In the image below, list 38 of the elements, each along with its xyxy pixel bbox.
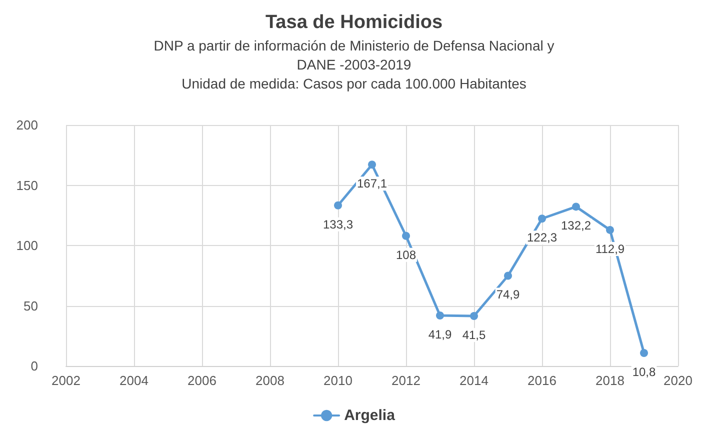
- point: [402, 232, 410, 240]
- y-tick-label: 50: [24, 298, 38, 314]
- x-tick-label: 2012: [392, 373, 420, 388]
- chart-title: Tasa de Homicidios: [265, 12, 443, 33]
- data-label: 108: [396, 248, 416, 262]
- x-tick-label: 2020: [664, 373, 692, 388]
- chart-subtitle: DNP a partir de información de Ministerio de Defensa Nacional y DANE -2003-2019 Unidad de medida: Casos por cada 100.000 Habitantes: [154, 38, 554, 92]
- x-tick-label: 2008: [256, 373, 284, 388]
- point: [606, 226, 614, 234]
- data-label: 132,2: [560, 218, 592, 233]
- y-tick-label: 150: [16, 178, 38, 193]
- data-label: 41,9: [428, 328, 452, 342]
- x-tick-label: 2010: [324, 373, 352, 388]
- x-tick-label: 2002: [52, 373, 80, 388]
- x-tick-label: 2006: [188, 373, 216, 388]
- point: [504, 272, 512, 280]
- x-tick-label: 2016: [528, 373, 556, 388]
- point: [640, 348, 648, 357]
- point: [334, 201, 342, 210]
- x-tick-label: 2018: [596, 373, 624, 388]
- data-label: 41,5: [462, 328, 486, 342]
- data-label: 122,3: [526, 230, 558, 245]
- point: [436, 312, 444, 320]
- data-label: 74,9: [496, 288, 520, 302]
- point: [368, 160, 376, 169]
- x-tick-label: 2014: [460, 373, 488, 388]
- y-tick-label: 100: [16, 238, 38, 253]
- x-tick-label: 2004: [120, 373, 148, 388]
- legend-label: Argelia: [344, 407, 396, 424]
- y-tick-label: 200: [16, 118, 38, 132]
- data-label: 133,3: [322, 217, 354, 232]
- data-label: 112,9: [595, 242, 625, 256]
- y-tick-label: 0: [30, 358, 38, 374]
- point: [572, 202, 580, 211]
- data-label: 167,1: [356, 176, 388, 191]
- point: [538, 214, 546, 223]
- data-label: 10,8: [632, 364, 656, 379]
- point: [470, 312, 478, 320]
